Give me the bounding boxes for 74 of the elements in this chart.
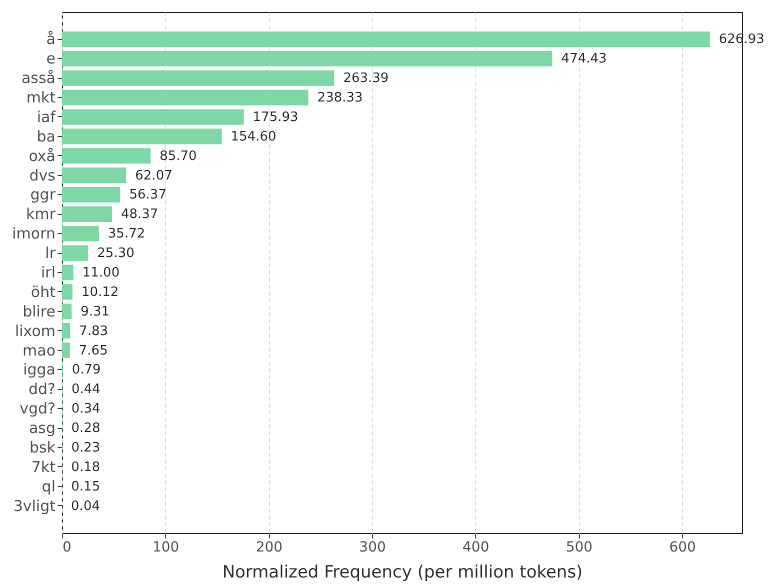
data-label: 48.37 (120, 207, 158, 222)
bar (62, 206, 112, 222)
y-tick-label: dvs (29, 166, 56, 184)
bar (62, 342, 70, 358)
bar (62, 186, 120, 203)
data-label: 263.39 (343, 71, 389, 86)
data-label: 7.65 (78, 343, 108, 358)
data-label: 10.12 (81, 284, 119, 300)
y-tick-label: ggr (30, 186, 56, 204)
y-tick-label: mao (22, 341, 56, 360)
data-label: 0.18 (71, 460, 100, 475)
y-tick-label: vgd? (20, 400, 56, 418)
x-tick-label: 400 (462, 540, 490, 556)
data-label: 62.07 (135, 168, 172, 184)
y-tick-label: imorn (12, 224, 56, 243)
y-tick-label: mkt (26, 88, 56, 107)
data-label: 0.23 (71, 440, 100, 456)
y-tick-label: öht (30, 282, 56, 301)
bar (62, 284, 72, 300)
data-label: 0.15 (71, 479, 100, 494)
bar (62, 50, 552, 66)
data-label: 9.31 (80, 304, 110, 320)
data-label: 0.34 (71, 402, 100, 417)
x-tick-label: 600 (669, 540, 696, 556)
data-label: 238.33 (317, 90, 363, 106)
data-label: 175.93 (252, 110, 298, 125)
bar (62, 128, 222, 144)
data-label: 11.00 (82, 266, 120, 280)
data-label: 7.83 (79, 324, 108, 339)
y-tick-label: igga (23, 360, 56, 379)
x-tick-label: 100 (152, 540, 180, 556)
y-tick-label: å (46, 30, 56, 48)
y-tick-label: lr (45, 244, 56, 262)
y-tick-label: ql (42, 477, 56, 496)
y-tick-label: e (46, 50, 56, 68)
bar (62, 148, 151, 164)
y-tick-label: 7kt (31, 458, 56, 476)
data-label: 154.60 (230, 129, 276, 144)
data-label: 35.72 (108, 226, 146, 242)
data-label: 0.28 (71, 421, 100, 436)
y-tick-label: iaf (36, 108, 56, 126)
y-tick-label: lixom (14, 322, 56, 340)
bar (62, 264, 74, 280)
data-label: 85.70 (160, 148, 197, 164)
data-label: 0.44 (71, 382, 100, 398)
bar (62, 31, 710, 47)
bar (62, 304, 72, 320)
bar (62, 168, 126, 184)
data-label: 56.37 (129, 188, 166, 203)
bar (62, 90, 308, 106)
y-tick-label: kmr (26, 205, 56, 224)
y-tick-label: oxå (28, 146, 56, 165)
bar (62, 323, 70, 339)
data-label: 474.43 (561, 52, 607, 67)
y-tick-label: bsk (29, 438, 56, 456)
x-tick-label: 300 (359, 540, 386, 556)
y-tick-label: dd? (28, 380, 56, 398)
x-axis-title: Normalized Frequency (per million tokens) (222, 562, 583, 582)
data-label: 25.30 (97, 246, 134, 262)
bar (62, 226, 99, 242)
y-tick-label: 3vligt (13, 496, 56, 515)
data-label: 0.04 (71, 498, 100, 514)
data-label: 0.79 (72, 362, 101, 378)
x-tick-label: 0 (62, 540, 72, 556)
x-tick-label: 200 (256, 540, 283, 556)
y-tick-label: blire (22, 302, 56, 320)
y-tick-label: asså (21, 69, 56, 88)
y-tick-label: asg (28, 419, 56, 438)
bar (62, 245, 88, 261)
y-tick-label: ba (36, 127, 56, 146)
bar (62, 70, 334, 86)
bar (62, 109, 244, 125)
y-tick-label: irl (40, 264, 56, 282)
x-tick-label: 500 (566, 540, 593, 556)
